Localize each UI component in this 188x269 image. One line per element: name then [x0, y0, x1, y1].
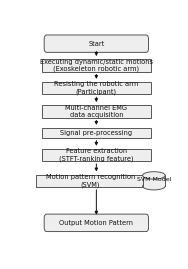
Text: Motion pattern recognition
(SVM): Motion pattern recognition (SVM)	[46, 174, 135, 188]
FancyBboxPatch shape	[42, 82, 151, 94]
FancyBboxPatch shape	[42, 128, 151, 138]
Text: Executing dynamic/static motions
(Exoskeleton robotic arm): Executing dynamic/static motions (Exoske…	[40, 59, 153, 72]
Ellipse shape	[143, 182, 165, 190]
FancyBboxPatch shape	[44, 35, 149, 52]
FancyBboxPatch shape	[42, 59, 151, 72]
FancyBboxPatch shape	[36, 175, 145, 187]
Text: Multi-channel EMG
data acquisition: Multi-channel EMG data acquisition	[65, 105, 127, 118]
Ellipse shape	[143, 172, 165, 179]
FancyBboxPatch shape	[42, 105, 151, 118]
FancyBboxPatch shape	[44, 214, 149, 232]
Text: Start: Start	[88, 41, 105, 47]
Text: Signal pre-processing: Signal pre-processing	[60, 130, 132, 136]
Text: Feature extraction
(STFT-ranking feature): Feature extraction (STFT-ranking feature…	[59, 148, 134, 162]
Text: SVM Model: SVM Model	[137, 177, 171, 182]
Bar	[143, 175, 165, 186]
FancyBboxPatch shape	[42, 149, 151, 161]
Text: Output Motion Pattern: Output Motion Pattern	[59, 220, 133, 226]
Text: Resisting the robotic arm
(Participant): Resisting the robotic arm (Participant)	[54, 81, 139, 95]
